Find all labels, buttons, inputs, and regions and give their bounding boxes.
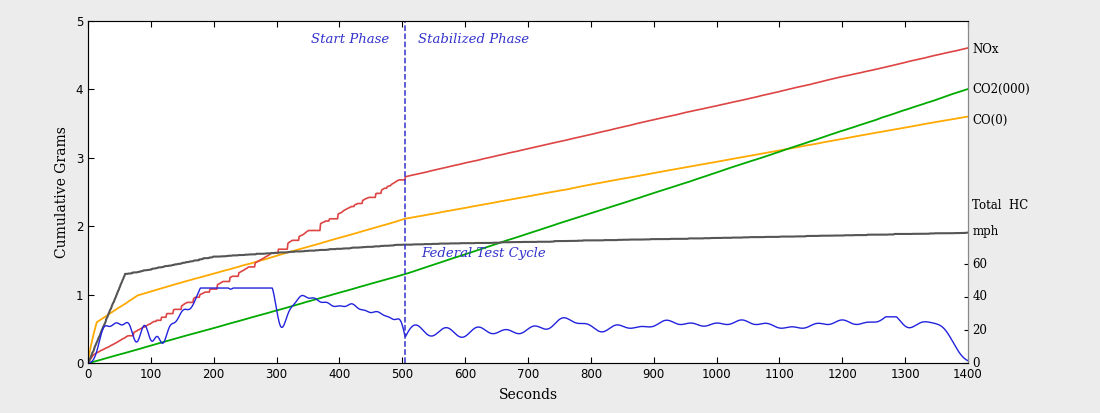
Text: NOx: NOx — [972, 43, 999, 56]
Text: 0: 0 — [972, 357, 980, 370]
Text: 20: 20 — [972, 324, 988, 337]
Text: 60: 60 — [972, 258, 988, 271]
Text: Start Phase: Start Phase — [311, 33, 389, 46]
Text: CO2(000): CO2(000) — [972, 83, 1031, 96]
Text: Total  HC: Total HC — [972, 199, 1028, 212]
X-axis label: Seconds: Seconds — [498, 388, 558, 402]
Text: mph: mph — [972, 225, 999, 238]
Text: CO(0): CO(0) — [972, 114, 1008, 126]
Text: Federal Test Cycle: Federal Test Cycle — [421, 247, 546, 260]
Text: Stabilized Phase: Stabilized Phase — [418, 33, 529, 46]
Text: 40: 40 — [972, 290, 988, 304]
Y-axis label: Cumulative Grams: Cumulative Grams — [55, 126, 68, 258]
